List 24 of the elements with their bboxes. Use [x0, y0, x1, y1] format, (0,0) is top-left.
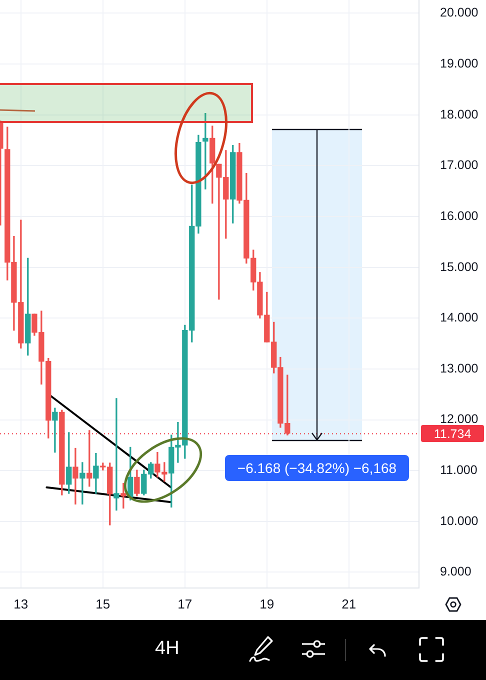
y-tick-label: 10.000	[440, 514, 478, 528]
x-tick-label: 21	[342, 596, 356, 612]
y-tick-label: 13.000	[440, 361, 478, 376]
annotation: −6.168 (−34.82%) −6,168	[237, 460, 397, 476]
y-tick-label: 15.000	[440, 260, 478, 274]
x-tick-label: 13	[14, 596, 28, 612]
y-tick-label: 19.000	[440, 56, 478, 70]
candlestick	[52, 408, 58, 453]
x-tick-label: 17	[178, 596, 192, 612]
y-tick-label: 17.000	[440, 158, 478, 172]
candlestick	[114, 398, 120, 511]
y-tick-label: 16.000	[440, 208, 478, 223]
y-tick-label: 9.000	[440, 564, 472, 579]
y-tick-label: 11.000	[440, 463, 478, 478]
ref-line-label: 11.734	[434, 426, 472, 441]
y-tick-label: 14.000	[440, 310, 478, 325]
candlestick	[72, 448, 78, 504]
x-tick-label: 15	[96, 596, 110, 612]
text: 4H	[155, 638, 180, 660]
x-tick-label: 19	[260, 596, 274, 612]
label-badge: −6.168 (−34.82%) −6,168	[225, 455, 409, 481]
y-tick-label: 20.000	[440, 6, 478, 20]
y-tick-label: 12.000	[440, 412, 478, 426]
y-tick-label: 18.000	[440, 107, 478, 122]
